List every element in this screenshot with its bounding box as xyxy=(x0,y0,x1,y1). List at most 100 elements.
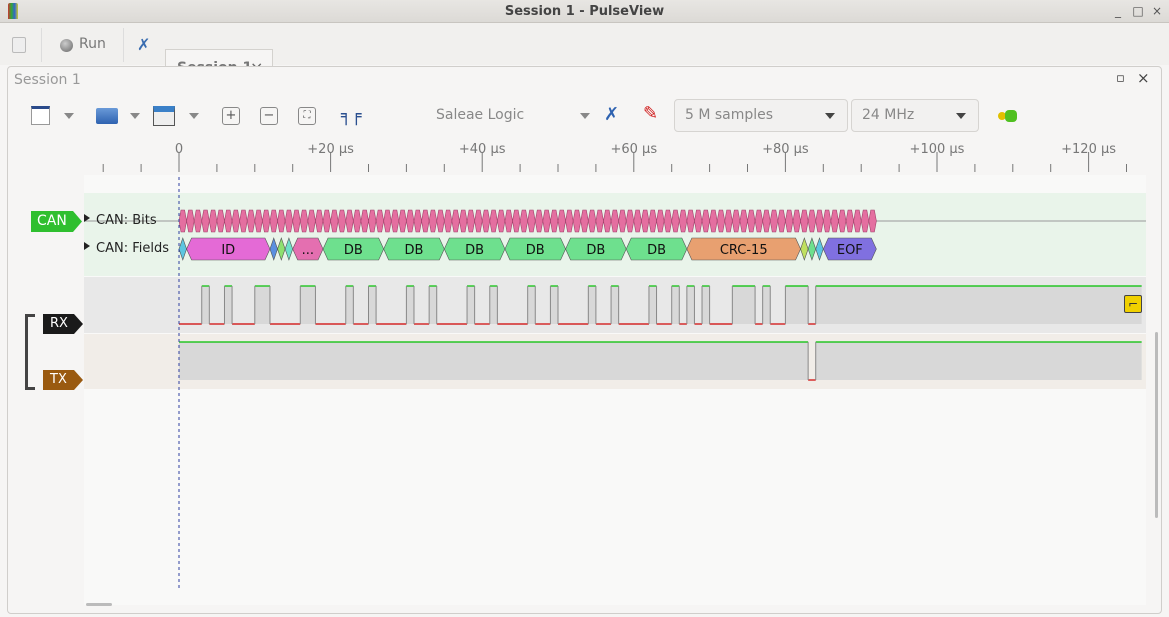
device-config-icon[interactable]: ✗ xyxy=(604,104,620,125)
open-folder-icon[interactable] xyxy=(96,108,118,124)
zoom-fit-icon[interactable]: ⛶ xyxy=(298,107,316,125)
rx-high-fill xyxy=(815,286,1142,324)
bit-mark xyxy=(853,209,862,233)
bit-mark xyxy=(481,209,491,233)
bit-mark xyxy=(353,209,362,233)
bit-mark xyxy=(277,209,286,233)
bit-mark xyxy=(565,209,574,233)
bit-mark xyxy=(489,209,498,233)
bit-mark xyxy=(474,209,483,233)
samples-value: 5 M samples xyxy=(685,107,774,123)
chevron-down-icon xyxy=(825,113,835,124)
bit-mark xyxy=(436,209,445,233)
rx-high-fill xyxy=(429,286,437,324)
rx-high-fill xyxy=(648,286,657,324)
main-toolbar: Run ✗ Session 1 × xyxy=(0,23,1169,87)
expand-bits-icon[interactable] xyxy=(84,214,94,222)
minimize-button[interactable]: _ xyxy=(1115,4,1121,18)
rx-channel-tag[interactable]: RX xyxy=(43,314,83,334)
new-window-icon[interactable] xyxy=(12,37,26,53)
rx-high-fill xyxy=(467,286,475,324)
divider xyxy=(123,28,124,62)
bit-mark xyxy=(588,209,597,233)
bit-mark xyxy=(815,209,824,233)
zoom-in-icon[interactable]: + xyxy=(222,107,240,125)
rx-high-fill xyxy=(368,286,377,324)
field-label: DB xyxy=(344,243,363,258)
bit-mark xyxy=(527,209,536,233)
cursors-icon[interactable]: ╕╒ xyxy=(341,106,362,126)
bit-mark xyxy=(724,209,733,233)
chevron-down-icon[interactable] xyxy=(64,113,74,124)
bit-mark xyxy=(201,209,210,233)
bit-mark xyxy=(580,209,589,233)
rx-high-fill xyxy=(762,286,771,324)
chevron-down-icon[interactable] xyxy=(130,113,140,124)
bit-mark xyxy=(732,209,741,233)
bit-mark xyxy=(292,209,301,233)
title-bar: Session 1 - PulseView _ □ × xyxy=(0,0,1169,23)
field-label: DB xyxy=(465,243,484,258)
bit-mark xyxy=(421,209,430,233)
bit-mark xyxy=(822,209,832,233)
run-button[interactable]: Run xyxy=(60,36,110,56)
bit-mark xyxy=(375,209,384,233)
probe-icon[interactable]: ✎ xyxy=(643,103,659,124)
bit-mark xyxy=(860,209,870,233)
close-pane-button[interactable]: × xyxy=(1137,69,1150,87)
save-icon[interactable] xyxy=(153,106,175,126)
bit-mark xyxy=(254,209,263,233)
tx-high-fill xyxy=(179,342,809,380)
tx-label: TX xyxy=(50,372,67,387)
samplerate-dropdown[interactable]: 24 MHz xyxy=(851,99,979,132)
bit-mark xyxy=(830,209,839,233)
bit-mark xyxy=(686,209,695,233)
rx-high-fill xyxy=(588,286,596,324)
new-view-icon[interactable] xyxy=(31,106,50,125)
horizontal-scrollbar[interactable] xyxy=(86,603,112,606)
bit-mark xyxy=(709,209,718,233)
bit-mark xyxy=(224,209,233,233)
time-ruler[interactable]: 0 +20 µs +40 µs +60 µs +80 µs +100 µs +120 µs xyxy=(84,138,1146,174)
float-pane-button[interactable]: ▫ xyxy=(1116,71,1125,86)
device-selector[interactable]: Saleae Logic xyxy=(420,99,598,132)
rx-high-fill xyxy=(489,286,498,324)
expand-fields-icon[interactable] xyxy=(84,242,94,250)
rx-high-fill xyxy=(300,286,316,324)
bit-mark xyxy=(542,209,551,233)
rx-high-fill xyxy=(201,286,210,324)
device-label: Saleae Logic xyxy=(436,107,525,123)
samples-dropdown[interactable]: 5 M samples xyxy=(674,99,848,132)
bit-mark xyxy=(550,209,559,233)
ruler-tick-label: +60 µs xyxy=(610,142,657,157)
bit-mark xyxy=(246,209,256,233)
bit-mark xyxy=(678,209,688,233)
rx-high-fill xyxy=(702,286,710,324)
maximize-button[interactable]: □ xyxy=(1132,4,1144,18)
bit-mark xyxy=(451,209,460,233)
rx-high-fill xyxy=(406,286,414,324)
bit-mark xyxy=(701,209,710,233)
zoom-out-icon[interactable]: − xyxy=(260,107,278,125)
field-label: ID xyxy=(221,243,235,258)
ruler-tick-label: 0 xyxy=(175,142,183,157)
trigger-edge-icon[interactable]: ⌐ xyxy=(1124,295,1142,313)
can-bits-label: CAN: Bits xyxy=(96,213,157,228)
close-window-button[interactable]: × xyxy=(1151,4,1163,18)
tx-channel-tag[interactable]: TX xyxy=(43,370,83,390)
decoder-icon[interactable] xyxy=(998,110,1020,122)
vertical-scrollbar[interactable] xyxy=(1155,332,1158,518)
chevron-down-icon xyxy=(956,113,966,124)
bit-mark xyxy=(299,209,309,233)
chevron-down-icon[interactable] xyxy=(189,113,199,124)
bit-mark xyxy=(322,209,331,233)
can-decoder-tag[interactable]: CAN xyxy=(31,211,82,232)
bit-mark xyxy=(390,209,400,233)
group-bracket xyxy=(25,314,35,390)
bit-mark xyxy=(428,209,438,233)
ruler-tick-label: +100 µs xyxy=(910,142,965,157)
bit-mark xyxy=(337,209,347,233)
settings-tools-icon[interactable]: ✗ xyxy=(137,35,151,54)
trace-view[interactable]: ID... DB DB DB DB DB DB CRC-15 EOF xyxy=(84,135,1146,605)
rx-high-fill xyxy=(686,286,695,324)
